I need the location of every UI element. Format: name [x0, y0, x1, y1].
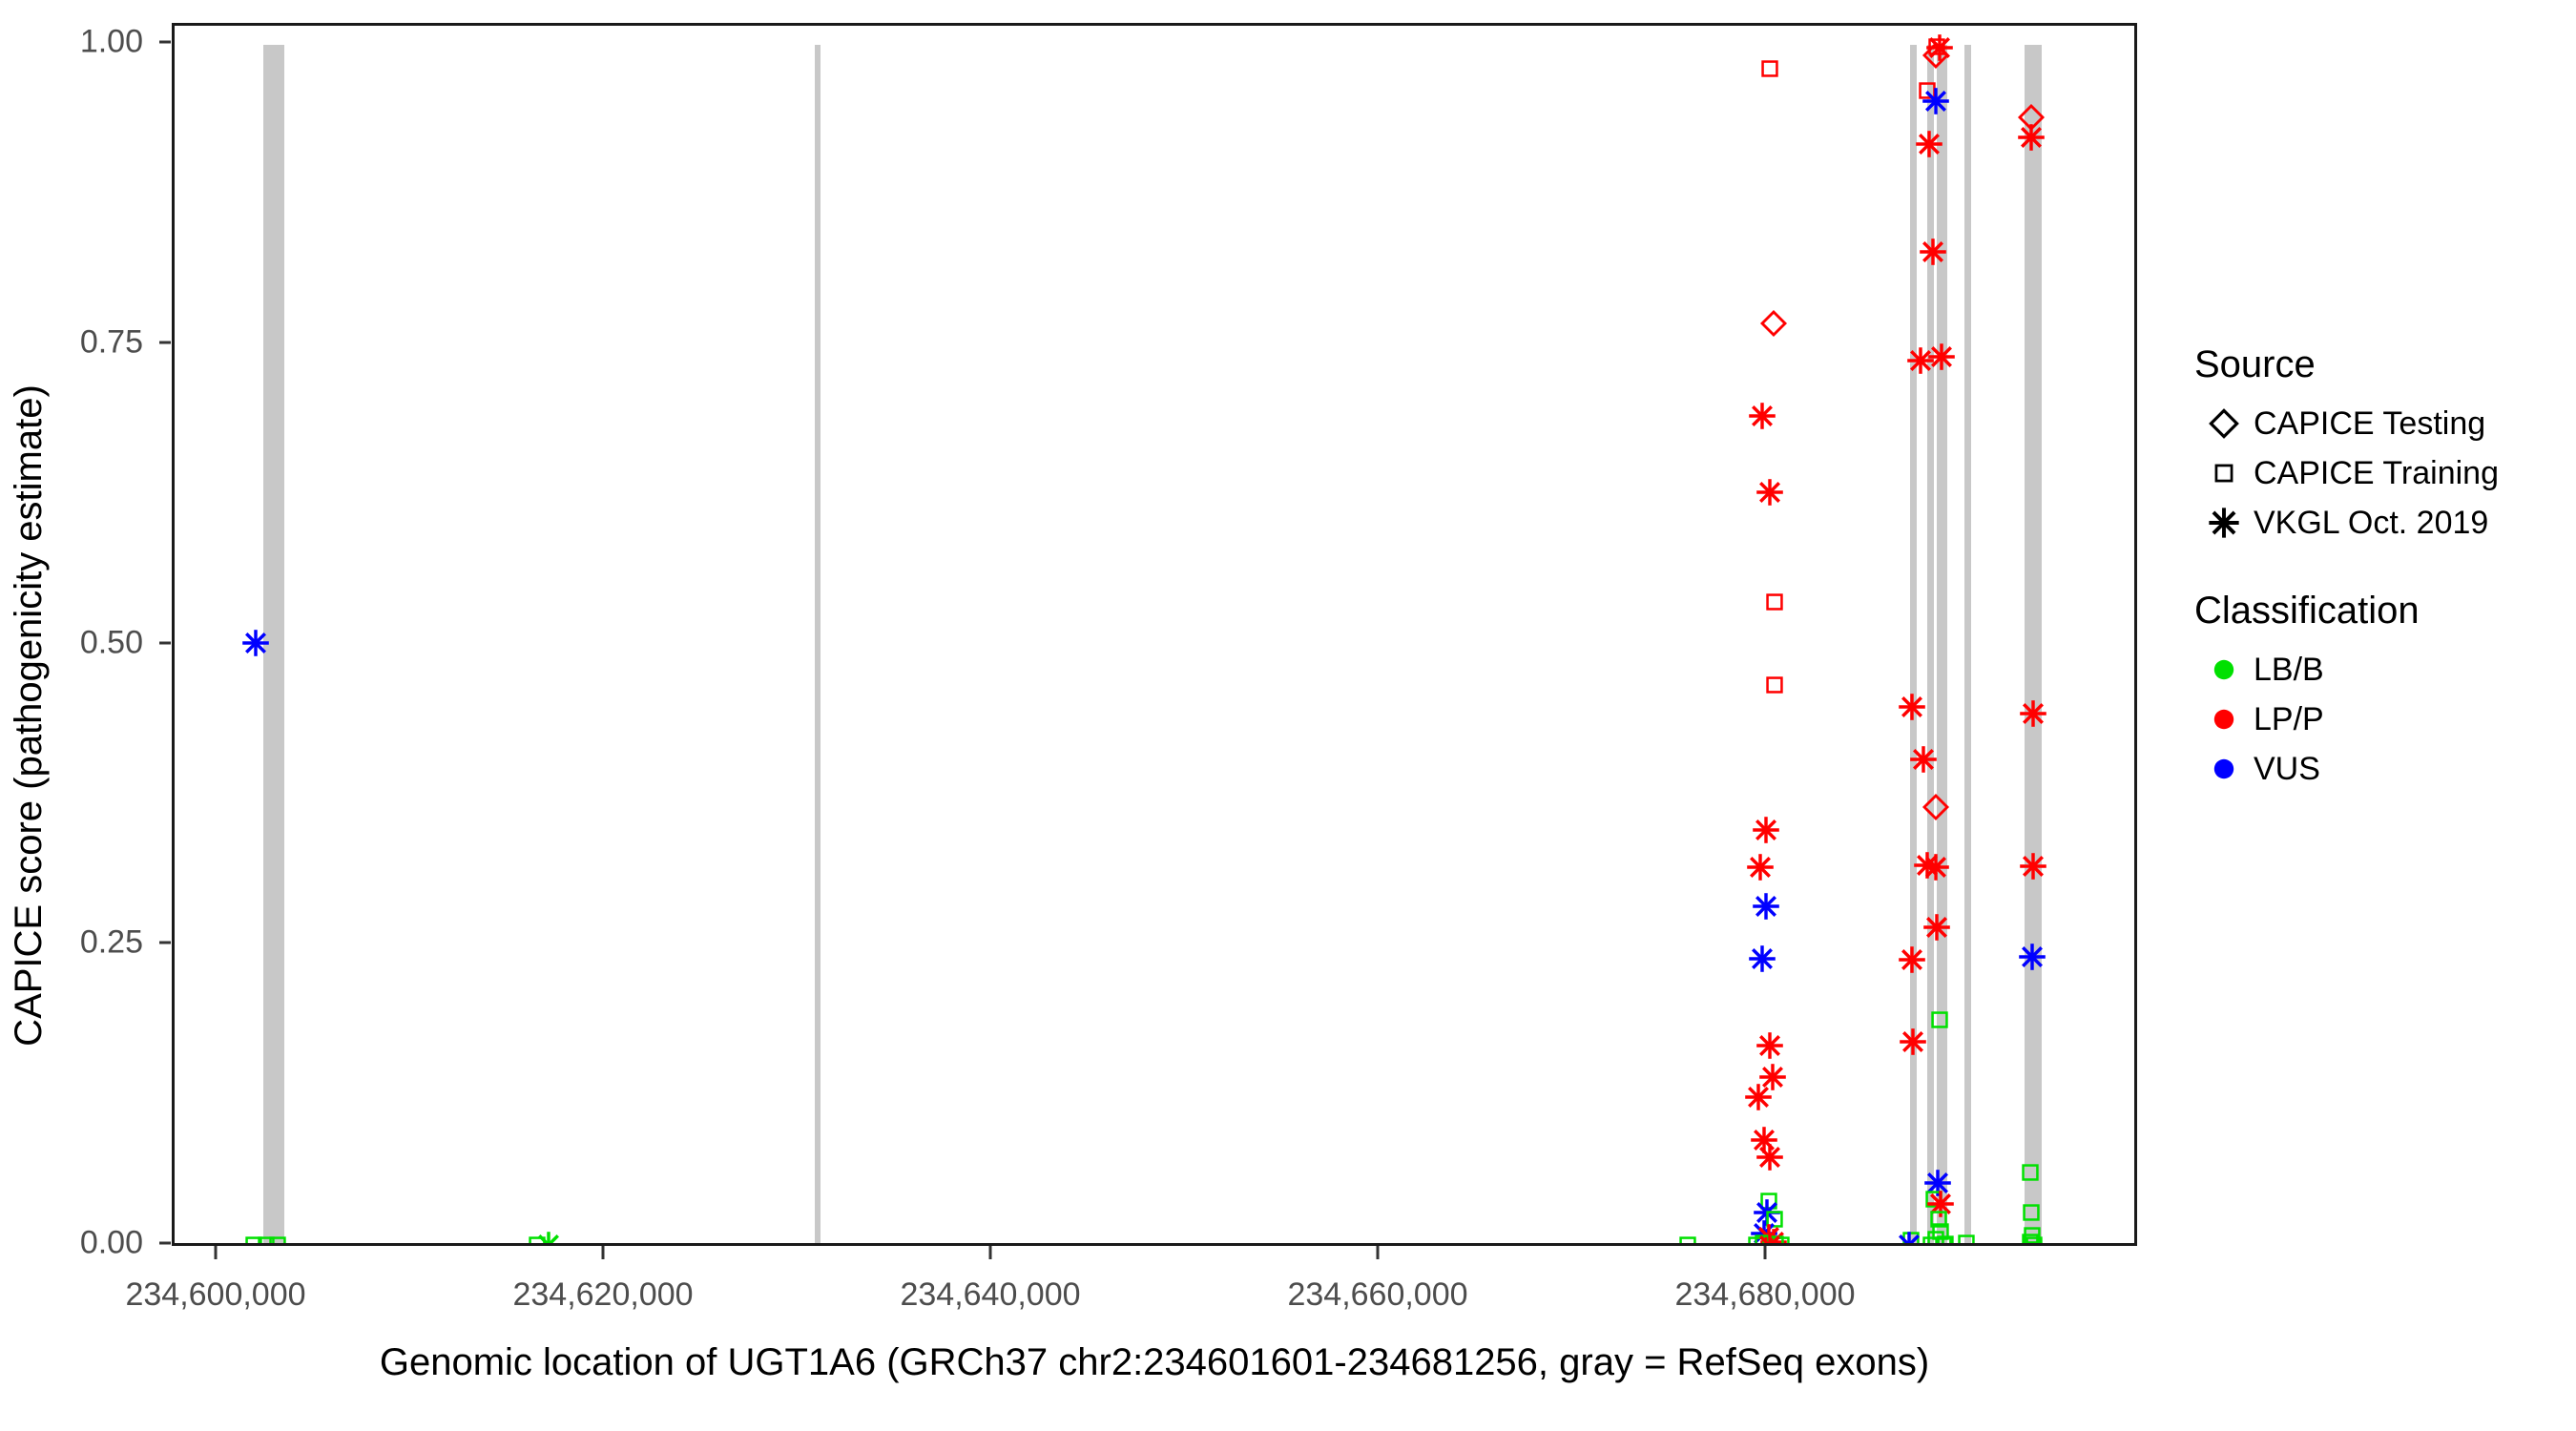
x-tick-mark: [1763, 1246, 1767, 1259]
y-tick-label: 1.00: [79, 23, 143, 60]
x-tick-label: 234,640,000: [900, 1276, 1081, 1313]
x-tick-label: 234,600,000: [125, 1276, 306, 1313]
data-point: [1755, 478, 1784, 507]
data-point: [1752, 892, 1780, 921]
data-point: [1750, 1126, 1778, 1154]
exon-bar: [263, 45, 284, 1243]
color-dot-icon: [2194, 703, 2254, 736]
data-point: [1745, 1234, 1768, 1243]
legend-item-classification-1[interactable]: LP/P: [2194, 695, 2576, 744]
legend-shape-rows: CAPICE Testing CAPICE Training VKGL Oct. 2…: [2194, 399, 2576, 548]
data-point: [1759, 1228, 1788, 1243]
data-point: [1759, 309, 1788, 338]
legend-label: VUS: [2254, 750, 2320, 787]
y-tick-mark: [159, 40, 171, 44]
y-tick-label: 0.50: [79, 624, 143, 660]
legend-label: VKGL Oct. 2019: [2254, 504, 2489, 541]
data-point: [1757, 1190, 1780, 1213]
plot-area: [175, 26, 2134, 1243]
data-point: [1753, 1198, 1781, 1227]
data-point: [242, 1234, 265, 1243]
data-point: [526, 1234, 549, 1243]
exon-bar: [1927, 45, 1934, 1243]
data-point: [1755, 1031, 1784, 1060]
data-point: [1752, 1232, 1775, 1243]
plot-panel: [172, 23, 2137, 1246]
y-tick-mark: [159, 641, 171, 644]
y-tick-mark: [159, 941, 171, 944]
x-tick-label: 234,660,000: [1287, 1276, 1468, 1313]
legend-group-classification: Classification LB/B LP/P VUS: [2194, 590, 2576, 794]
exon-bar: [815, 45, 821, 1243]
x-axis-title: Genomic location of UGT1A6 (GRCh37 chr2:…: [379, 1340, 1930, 1383]
data-point: [534, 1231, 563, 1243]
data-point: [1748, 944, 1776, 973]
data-point: [1755, 1223, 1783, 1243]
x-tick-mark: [601, 1246, 605, 1259]
data-point: [1752, 816, 1780, 844]
y-tick-label: 0.00: [79, 1224, 143, 1261]
data-point: [1750, 1219, 1778, 1243]
y-axis-title: CAPICE score (pathogenicity estimate): [7, 384, 50, 1047]
asterisk-icon: [2194, 507, 2254, 539]
data-point: [1764, 1233, 1787, 1243]
legend-item-classification-2[interactable]: VUS: [2194, 744, 2576, 794]
data-point: [1763, 674, 1786, 696]
color-dot-icon: [2194, 753, 2254, 785]
color-dot-icon: [2194, 653, 2254, 686]
data-point: [1895, 1231, 1923, 1243]
data-point: [1755, 1232, 1784, 1243]
data-point: [1744, 1083, 1773, 1111]
exon-bar: [1964, 45, 1971, 1243]
data-point: [1748, 402, 1776, 430]
data-point: [1755, 1143, 1784, 1172]
data-point: [1758, 1063, 1787, 1091]
y-tick-mark: [159, 341, 171, 344]
legend-label: CAPICE Testing: [2254, 404, 2486, 442]
legend-label: LB/B: [2254, 651, 2324, 688]
data-point: [1676, 1234, 1699, 1243]
y-tick-label: 0.25: [79, 923, 143, 961]
legend-item-source-2[interactable]: VKGL Oct. 2019: [2194, 498, 2576, 548]
x-tick-label: 234,680,000: [1674, 1276, 1856, 1313]
exon-bar: [1910, 45, 1917, 1243]
exon-bar: [1937, 45, 1947, 1243]
legend-title-classification: Classification: [2194, 590, 2420, 632]
x-tick-mark: [988, 1246, 992, 1259]
data-point: [1758, 57, 1781, 80]
y-tick-mark: [159, 1241, 171, 1245]
legend: Source CAPICE Testing CAPICE Training VKGL…: [2194, 343, 2576, 836]
x-tick-mark: [1376, 1246, 1380, 1259]
y-tick-label: 0.75: [79, 323, 143, 361]
diamond-icon: [2194, 407, 2254, 440]
legend-item-classification-0[interactable]: LB/B: [2194, 645, 2576, 695]
legend-item-source-1[interactable]: CAPICE Training: [2194, 448, 2576, 498]
x-tick-label: 234,620,000: [512, 1276, 694, 1313]
legend-label: LP/P: [2254, 700, 2324, 737]
square-icon: [2194, 461, 2254, 486]
exon-bar: [2025, 45, 2042, 1243]
data-point: [1770, 1234, 1793, 1243]
legend-label: CAPICE Training: [2254, 454, 2499, 491]
legend-item-source-0[interactable]: CAPICE Testing: [2194, 399, 2576, 448]
data-point: [1746, 853, 1775, 881]
data-point: [1763, 1208, 1786, 1231]
x-tick-mark: [214, 1246, 218, 1259]
legend-group-source: Source CAPICE Testing CAPICE Training VKGL…: [2194, 343, 2576, 548]
data-point: [1763, 591, 1786, 613]
legend-title-source: Source: [2194, 343, 2316, 385]
legend-color-rows: LB/B LP/P VUS: [2194, 645, 2576, 794]
